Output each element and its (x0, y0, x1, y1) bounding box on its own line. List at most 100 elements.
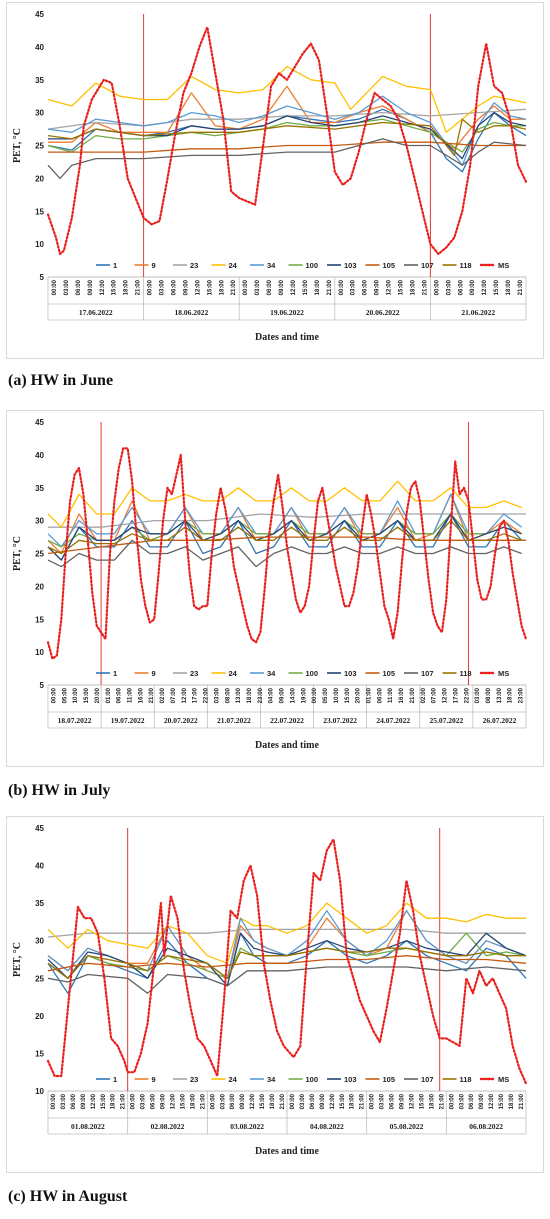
legend-label-34: 34 (267, 261, 276, 270)
x-hour-label: 15:00 (340, 1093, 346, 1109)
caption-july: (b) HW in July (8, 782, 111, 799)
legend-label-9: 9 (152, 261, 156, 270)
x-hour-label: 06:00 (458, 279, 464, 295)
x-hour-label: 03:00 (255, 279, 261, 295)
y-tick-label: 20 (35, 174, 44, 183)
x-hour-label: 12:00 (100, 279, 106, 295)
series-line-107 (47, 138, 527, 180)
chart-frame (6, 816, 544, 1173)
x-hour-label: 11:00 (388, 687, 394, 703)
series-line-103 (47, 513, 522, 561)
x-hour-label: 00:00 (449, 1093, 455, 1109)
series-line-118 (47, 519, 522, 555)
x-day-label: 01.08.2022 (71, 1122, 105, 1131)
x-hour-label: 02:00 (160, 687, 166, 703)
x-hour-label: 07:00 (171, 687, 177, 703)
x-hour-label: 21:00 (327, 279, 333, 295)
x-hour-label: 20:00 (95, 687, 101, 703)
x-hour-label: 21:00 (280, 1093, 286, 1109)
x-hour-label: 09:00 (240, 1093, 246, 1109)
x-hour-label: 10:00 (73, 687, 79, 703)
x-hour-label: 09:00 (279, 279, 285, 295)
x-day-label: 25.07.2022 (429, 716, 463, 725)
x-hour-label: 23:00 (258, 687, 264, 703)
legend-label-34: 34 (267, 669, 276, 678)
x-hour-label: 12:00 (291, 279, 297, 295)
x-hour-label: 21:00 (360, 1093, 366, 1109)
x-hour-label: 12:00 (170, 1093, 176, 1109)
x-hour-label: 03:00 (141, 1093, 147, 1109)
chart-frame (6, 2, 544, 359)
x-hour-label: 03:00 (64, 279, 70, 295)
y-tick-label: 10 (35, 1087, 44, 1096)
x-hour-label: 00:00 (131, 1093, 137, 1109)
x-hour-label: 12:00 (250, 1093, 256, 1109)
x-day-label: 19.06.2022 (270, 308, 304, 317)
x-hour-label: 06:00 (377, 687, 383, 703)
y-axis-label: PET, °C (12, 942, 23, 977)
x-hour-label: 18:00 (270, 1093, 276, 1109)
y-tick-label: 15 (35, 615, 44, 624)
x-hour-label: 00:00 (210, 1093, 216, 1109)
y-tick-label: 30 (35, 109, 44, 118)
legend-label-105: 105 (383, 1075, 396, 1084)
x-hour-label: 15:00 (180, 1093, 186, 1109)
legend-label-9: 9 (152, 1075, 156, 1084)
x-hour-label: 08:00 (225, 687, 231, 703)
y-tick-label: 15 (35, 207, 44, 216)
x-hour-label: 00:00 (52, 279, 58, 295)
x-hour-label: 09:00 (479, 1093, 485, 1109)
x-hour-label: 15:00 (499, 1093, 505, 1109)
x-hour-label: 22:00 (204, 687, 210, 703)
x-hour-label: 14:00 (290, 687, 296, 703)
legend-label-107: 107 (421, 1075, 434, 1084)
x-hour-label: 09:00 (88, 279, 94, 295)
x-hour-label: 03:00 (300, 1093, 306, 1109)
x-day-label: 19.07.2022 (111, 716, 145, 725)
x-hour-label: 18:00 (124, 279, 130, 295)
x-hour-label: 00:00 (51, 687, 57, 703)
x-hour-label: 22:00 (464, 687, 470, 703)
x-hour-label: 15:00 (419, 1093, 425, 1109)
x-day-label: 06.08.2022 (469, 1122, 503, 1131)
x-day-label: 04.08.2022 (310, 1122, 344, 1131)
x-hour-label: 06:00 (171, 279, 177, 295)
chart-july: 5 10 15 20 25 30 35 40 45 PET, °C 18.07.2022 19.07.… (12, 418, 528, 751)
legend-label-1: 1 (113, 1075, 117, 1084)
series-line-105 (48, 141, 526, 153)
legend-label-1: 1 (113, 261, 117, 270)
x-hour-label: 12:00 (195, 279, 201, 295)
x-hour-label: 12:00 (182, 687, 188, 703)
x-hour-label: 21:00 (422, 279, 428, 295)
chart-panel-july: 5 10 15 20 25 30 35 40 45 PET, °C 18.07.2022 19.07.… (6, 410, 544, 808)
series-line-9 (48, 85, 526, 150)
x-hour-label: 05:00 (323, 687, 329, 703)
legend-label-MS: MS (498, 669, 509, 678)
x-hour-label: 00:00 (370, 1093, 376, 1109)
y-tick-label: 45 (35, 418, 44, 427)
y-tick-label: 35 (35, 76, 44, 85)
series-line-24 (47, 902, 526, 964)
legend-label-24: 24 (229, 261, 238, 270)
x-hour-label: 09:00 (161, 1093, 167, 1109)
x-day-label: 02.08.2022 (151, 1122, 185, 1131)
x-hour-label: 21:00 (136, 279, 142, 295)
x-hour-label: 09:00 (81, 1093, 87, 1109)
series-line-118 (47, 947, 526, 979)
x-hour-label: 18:00 (506, 279, 512, 295)
x-axis-label: Dates and time (255, 1146, 319, 1157)
x-hour-label: 00:00 (148, 279, 154, 295)
x-hour-label: 03:00 (160, 279, 166, 295)
x-hour-label: 15:00 (345, 687, 351, 703)
legend-label-100: 100 (306, 261, 319, 270)
series-line-107 (47, 966, 527, 994)
x-hour-label: 13:00 (236, 687, 242, 703)
x-hour-label: 09:00 (400, 1093, 406, 1109)
x-hour-label: 13:00 (497, 687, 503, 703)
y-tick-label: 35 (35, 899, 44, 908)
series-line-23 (47, 928, 526, 938)
y-tick-label: 40 (35, 451, 44, 460)
x-hour-label: 18:00 (429, 1093, 435, 1109)
x-hour-label: 03:00 (214, 687, 220, 703)
x-hour-label: 15:00 (207, 279, 213, 295)
